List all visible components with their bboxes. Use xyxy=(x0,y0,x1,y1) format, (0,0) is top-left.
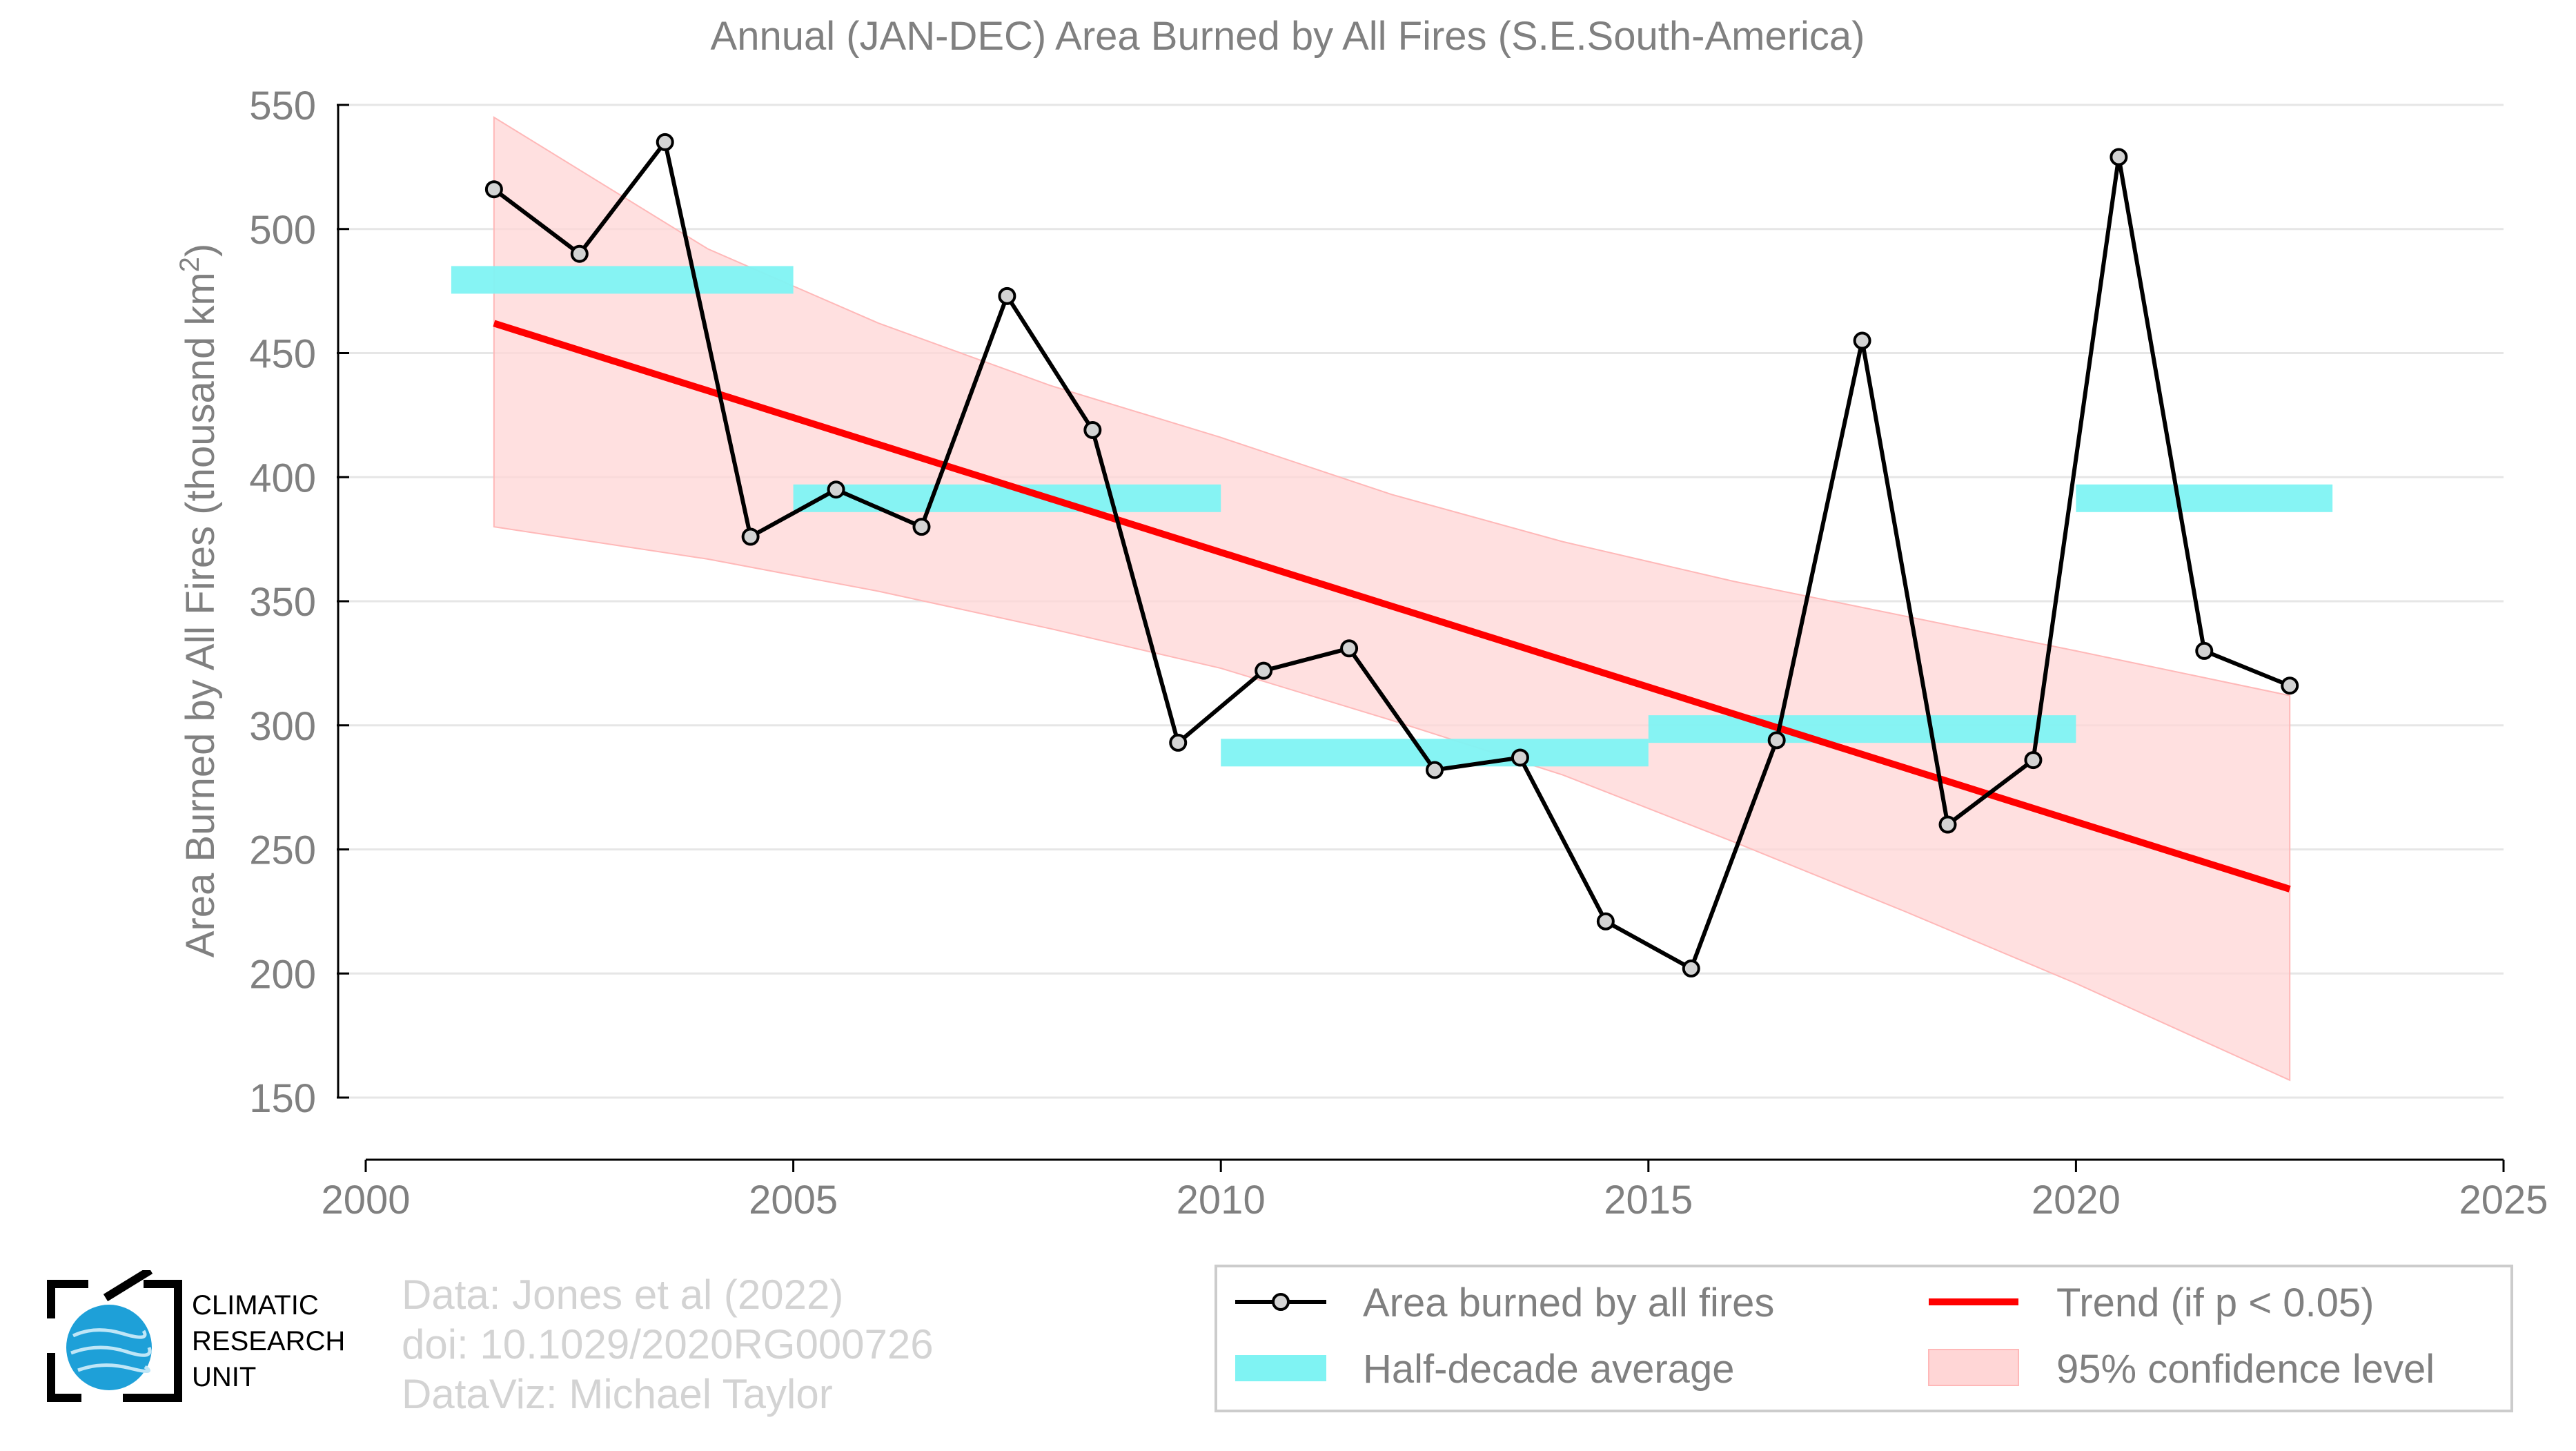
data-point xyxy=(1255,661,1273,680)
credit-source: Data: Jones et al (2022) xyxy=(402,1272,844,1318)
data-point xyxy=(2024,751,2043,770)
data-point xyxy=(2281,676,2299,695)
legend-series-marker xyxy=(1272,1293,1290,1311)
legend-confidence-swatch xyxy=(1928,1349,2019,1386)
globe-icon xyxy=(47,1266,182,1402)
legend-label-half-decade: Half-decade average xyxy=(1363,1347,1734,1392)
data-point xyxy=(1853,331,1871,350)
x-tick-label: 2005 xyxy=(749,1178,838,1223)
logo-line-2: RESEARCH xyxy=(192,1326,346,1356)
series-line xyxy=(493,139,2291,971)
x-tick-label: 2010 xyxy=(1177,1178,1266,1223)
y-tick-label: 350 xyxy=(249,580,316,625)
legend-half-decade-swatch xyxy=(1235,1355,1326,1381)
data-point xyxy=(1682,960,1700,978)
y-tick-label: 450 xyxy=(249,332,316,377)
credit-doi: doi: 10.1029/2020RG000726 xyxy=(402,1321,934,1367)
x-tick-label: 2015 xyxy=(1604,1178,1693,1223)
data-point xyxy=(656,133,674,151)
half-decade-bar xyxy=(1648,715,2076,743)
data-point xyxy=(1511,748,1529,767)
data-point xyxy=(1596,912,1615,931)
data-credits: Data: Jones et al (2022) doi: 10.1029/20… xyxy=(402,1270,934,1419)
data-point xyxy=(998,286,1016,305)
y-tick-label: 250 xyxy=(249,828,316,873)
data-point xyxy=(484,180,503,199)
data-point xyxy=(1938,815,1957,834)
confidence-band xyxy=(493,116,2291,1082)
y-tick-label: 400 xyxy=(249,456,316,500)
x-tick-label: 2020 xyxy=(2032,1178,2121,1223)
data-point xyxy=(1340,639,1359,658)
credit-dataviz: DataViz: Michael Taylor xyxy=(402,1371,833,1417)
data-point xyxy=(2110,148,2128,166)
y-tick-label: 300 xyxy=(249,704,316,749)
legend-label-series: Area burned by all fires xyxy=(1363,1280,1774,1325)
y-tick-label: 550 xyxy=(249,84,316,128)
half-decade-bar xyxy=(2076,484,2333,512)
data-point xyxy=(1426,761,1444,779)
half-decade-bar xyxy=(451,266,794,294)
legend-label-trend: Trend (if p < 0.05) xyxy=(2056,1280,2374,1325)
cru-logo: CLIMATIC RESEARCH UNIT xyxy=(40,1266,357,1408)
data-point xyxy=(1169,733,1188,752)
y-axis-label: Area Burned by All Fires (thousand km2) xyxy=(175,244,223,958)
logo-line-1: CLIMATIC xyxy=(192,1290,319,1321)
data-point xyxy=(1767,731,1786,750)
logo-text: CLIMATIC RESEARCH UNIT xyxy=(192,1287,345,1395)
data-point xyxy=(570,244,589,263)
y-tick-label: 150 xyxy=(249,1076,316,1121)
half-decade-bar xyxy=(793,484,1221,512)
logo-line-3: UNIT xyxy=(192,1362,257,1392)
chart-title: Annual (JAN-DEC) Area Burned by All Fire… xyxy=(711,14,1865,59)
legend-box xyxy=(1215,1265,2513,1412)
x-tick-label: 2000 xyxy=(321,1178,410,1223)
data-point xyxy=(827,480,845,499)
y-tick-label: 200 xyxy=(249,952,316,997)
trend-line xyxy=(493,320,2291,893)
data-point xyxy=(2195,641,2214,660)
data-point xyxy=(912,518,931,536)
y-tick-label: 500 xyxy=(249,208,316,253)
x-tick-label: 2025 xyxy=(2459,1178,2548,1223)
legend-label-confidence: 95% confidence level xyxy=(2056,1347,2435,1392)
data-point xyxy=(1083,420,1102,439)
data-point xyxy=(741,527,760,546)
